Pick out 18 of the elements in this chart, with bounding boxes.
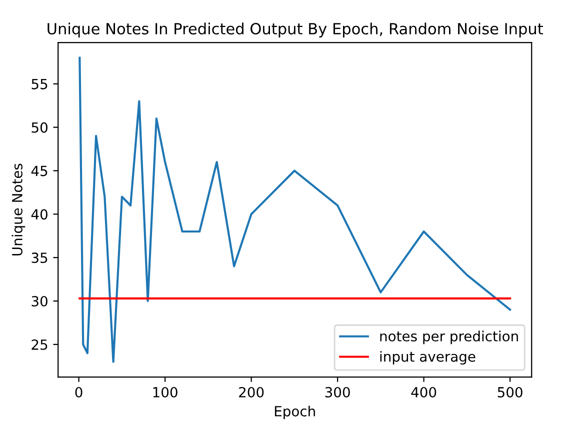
y-tick-label: 30 xyxy=(32,296,48,306)
y-tick-label: 55 xyxy=(32,79,48,90)
x-tick-label: 0 xyxy=(75,386,82,398)
x-tick-label: 100 xyxy=(153,386,178,398)
x-tick-label: 400 xyxy=(411,386,436,398)
y-tick-label: 45 xyxy=(31,166,48,176)
y-tick-label: 50 xyxy=(32,122,48,133)
x-axis-title: Epoch xyxy=(274,406,315,420)
chart-title: Unique Notes In Predicted Output By Epoch, Random Noise Input xyxy=(48,22,544,38)
x-tick-label: 200 xyxy=(239,386,264,398)
legend-label: input average xyxy=(380,351,476,365)
y-axis-title: Unique Notes xyxy=(12,164,26,256)
y-tick-label: 25 xyxy=(32,339,48,350)
y-tick-label: 40 xyxy=(31,209,48,220)
legend-label: notes per prediction xyxy=(380,330,518,344)
x-tick-label: 300 xyxy=(325,386,350,398)
x-tick-label: 500 xyxy=(498,386,522,398)
y-tick-label: 35 xyxy=(32,252,48,264)
